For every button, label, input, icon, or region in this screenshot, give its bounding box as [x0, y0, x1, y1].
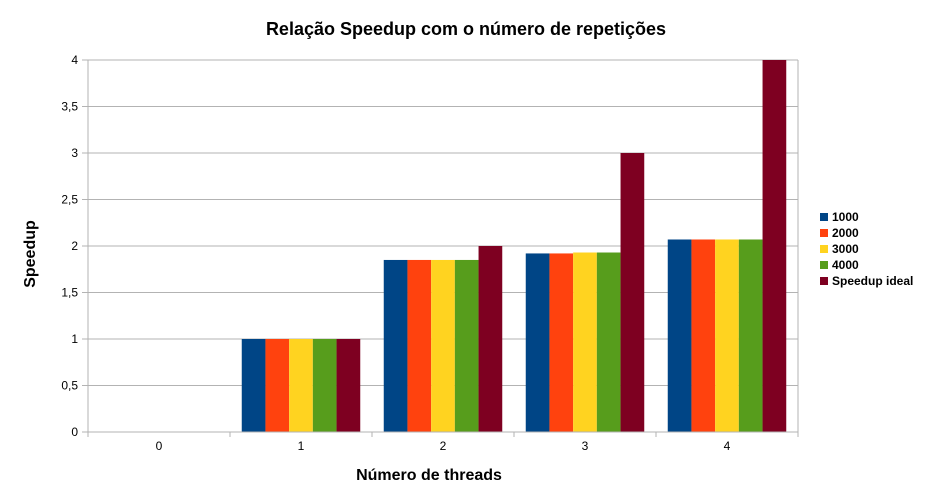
y-tick-label: 0,5 — [61, 379, 78, 393]
x-tick-label: 0 — [156, 439, 163, 453]
bar — [596, 252, 621, 432]
x-tick-label: 2 — [440, 439, 447, 453]
bar — [383, 259, 408, 432]
bar — [715, 239, 739, 432]
x-axis-title: Número de threads — [356, 467, 502, 484]
legend-label: 1000 — [832, 210, 859, 224]
legend-label: Speedup ideal — [832, 274, 913, 288]
legend-swatch — [820, 277, 828, 285]
bar — [691, 239, 716, 432]
legend-swatch — [820, 229, 828, 237]
bar — [312, 339, 337, 432]
bar — [762, 60, 787, 432]
bar — [454, 259, 479, 432]
chart-title: Relação Speedup com o número de repetiçõ… — [266, 19, 666, 39]
legend-swatch — [820, 245, 828, 253]
legend-swatch — [820, 261, 828, 269]
y-tick-label: 3,5 — [61, 100, 78, 114]
bar — [336, 339, 361, 432]
legend-swatch — [820, 213, 828, 221]
bar — [549, 253, 574, 432]
legend: 1000 2000 3000 4000 Speedup ideal — [820, 210, 913, 288]
bar — [667, 239, 692, 432]
bar — [738, 239, 763, 432]
y-tick-label: 1 — [71, 332, 78, 346]
bar — [265, 339, 290, 432]
bar — [431, 259, 455, 432]
legend-label: 3000 — [832, 242, 859, 256]
gridlines — [88, 59, 798, 433]
y-tick-label: 0 — [71, 425, 78, 439]
bar — [573, 252, 597, 432]
axes: 0 0,5 1 1,5 2 2,5 3 3,5 4 0 1 2 3 4 — [61, 53, 799, 453]
y-tick-label: 2,5 — [61, 193, 78, 207]
bar — [407, 259, 432, 432]
bar — [289, 339, 313, 432]
y-tick-label: 2 — [71, 239, 78, 253]
bars — [241, 60, 787, 432]
y-tick-label: 4 — [71, 53, 78, 67]
legend-label: 2000 — [832, 226, 859, 240]
y-tick-label: 3 — [71, 146, 78, 160]
bar — [525, 253, 550, 432]
legend-label: 4000 — [832, 258, 859, 272]
x-tick-label: 4 — [724, 439, 731, 453]
bar — [478, 246, 503, 432]
x-tick-label: 1 — [298, 439, 305, 453]
bar — [620, 153, 645, 432]
x-tick-label: 3 — [582, 439, 589, 453]
bar — [241, 339, 266, 432]
y-tick-label: 1,5 — [61, 286, 78, 300]
y-axis-title: Speedup — [22, 220, 39, 288]
